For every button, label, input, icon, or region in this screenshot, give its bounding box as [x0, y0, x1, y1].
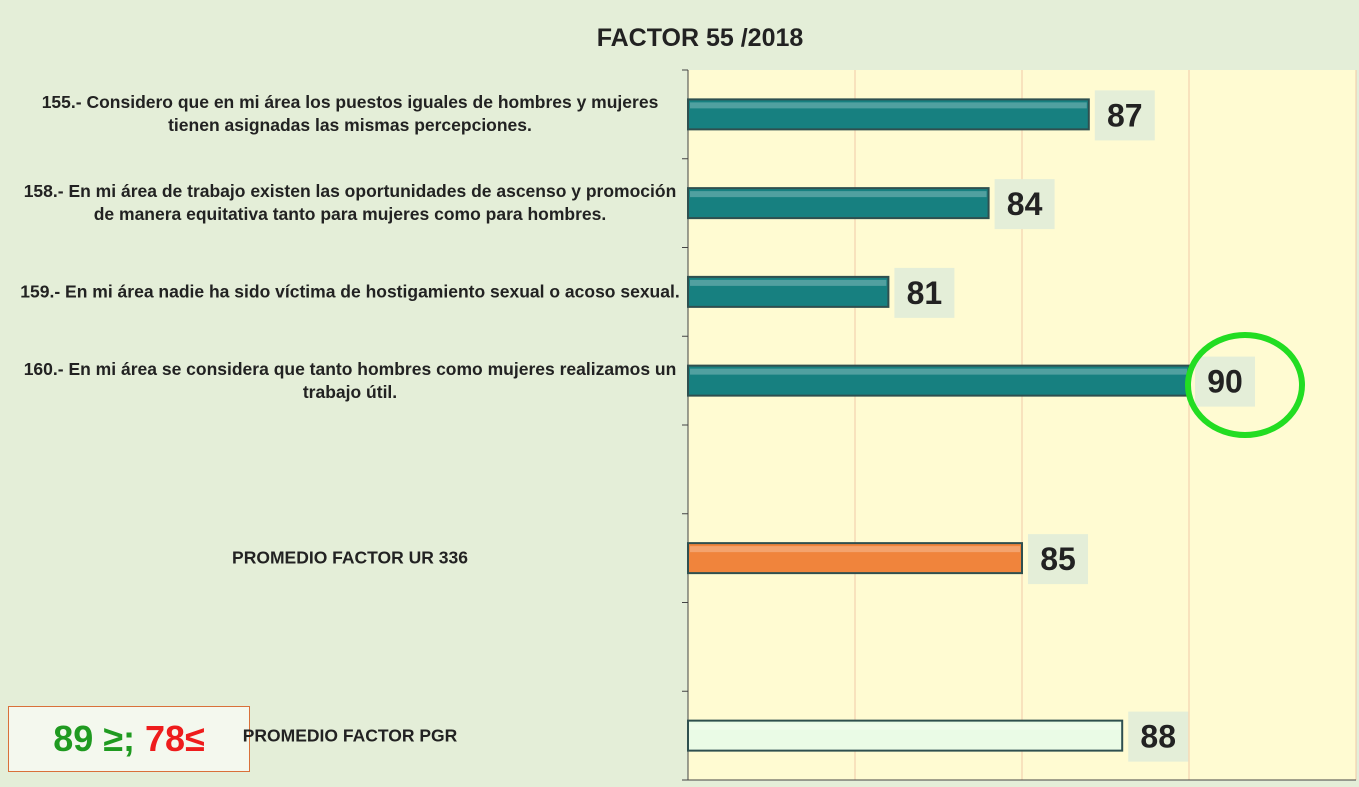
bar-shine	[690, 191, 987, 198]
bar-shine	[690, 723, 1121, 730]
bar	[687, 364, 1190, 397]
value-label-bg	[1028, 534, 1088, 585]
bar-shine	[690, 279, 887, 286]
bar-shine	[690, 102, 1087, 109]
value-label: 87	[1107, 97, 1143, 133]
value-label-bg	[1094, 90, 1155, 141]
highlight-circle	[1185, 332, 1305, 438]
bar-shine	[690, 368, 1187, 375]
value-label-bg	[994, 179, 1055, 230]
y-tick-label: PROMEDIO FACTOR PGR	[242, 725, 458, 746]
bar-shine	[690, 546, 1020, 553]
value-label-bg	[1128, 711, 1189, 762]
value-label: 84	[1007, 186, 1043, 222]
value-label: 85	[1040, 541, 1076, 577]
annotation: 78≤	[145, 718, 205, 759]
y-tick-label: 160.- En mi área se considera que tanto …	[23, 358, 677, 402]
y-tick-label: 159.- En mi área nadie ha sido víctima d…	[20, 281, 680, 302]
value-label: 81	[907, 275, 943, 311]
value-label: 88	[1140, 719, 1176, 755]
bar	[687, 719, 1124, 752]
y-tick-label: PROMEDIO FACTOR UR 336	[232, 547, 468, 568]
value-label-bg	[1195, 356, 1255, 407]
bar	[687, 275, 890, 308]
annotation-box: 89 ≥; 78≤	[8, 706, 250, 772]
bar	[687, 542, 1023, 575]
chart-title: FACTOR 55 /2018	[596, 24, 804, 52]
value-label-bg	[894, 267, 955, 318]
bar	[687, 98, 1090, 131]
value-label: 90	[1207, 364, 1243, 400]
y-tick-label: 158.- En mi área de trabajo existen las …	[23, 181, 677, 225]
bar	[687, 187, 990, 220]
y-tick-label: 155.- Considero que en mi área los puest…	[41, 92, 659, 136]
annotation: 89 ≥;	[53, 718, 135, 759]
